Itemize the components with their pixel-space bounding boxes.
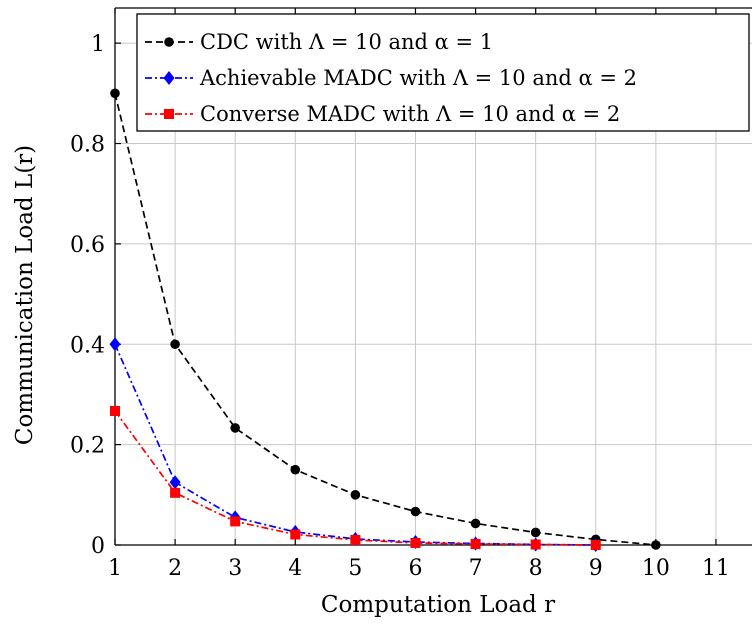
x-tick-label: 9 — [589, 556, 603, 581]
x-tick-label: 11 — [702, 556, 730, 581]
data-point — [230, 423, 240, 433]
legend-entry: CDC with Λ = 10 and α = 1 — [145, 30, 493, 54]
data-point — [590, 540, 601, 550]
x-tick-label: 2 — [168, 556, 182, 581]
series-3 — [110, 406, 601, 550]
data-point — [170, 487, 181, 498]
data-point — [530, 527, 541, 538]
x-axis-label-text: Computation Load r — [321, 592, 555, 618]
y-tick-label: 0 — [91, 534, 105, 559]
legend-entry: Achievable MADC with Λ = 10 and α = 2 — [145, 66, 637, 90]
data-point — [530, 539, 541, 550]
data-point — [290, 464, 301, 475]
series-layer — [109, 88, 661, 552]
legend-marker — [163, 71, 175, 85]
data-point — [109, 337, 121, 352]
legend-marker — [164, 109, 174, 119]
data-point — [410, 537, 421, 548]
x-tick-label: 1 — [108, 556, 122, 581]
x-tick-label: 5 — [348, 556, 362, 581]
y-tick-label: 0.6 — [70, 233, 105, 258]
legend-label: Achievable MADC with Λ = 10 and α = 2 — [199, 66, 637, 90]
y-axis-label: Communication Load L(r) — [12, 145, 38, 445]
y-tick-label: 0.4 — [70, 333, 105, 358]
legend: CDC with Λ = 10 and α = 1 Achievable MADC… — [136, 13, 750, 132]
x-tick-label: 4 — [288, 556, 302, 581]
legend-marker — [164, 37, 174, 47]
x-tick-label: 7 — [469, 556, 483, 581]
data-point — [230, 516, 241, 527]
data-point — [470, 538, 481, 549]
x-axis-label: Computation Load r — [321, 592, 555, 618]
series-line — [114, 93, 656, 546]
legend-label: CDC with Λ = 10 and α = 1 — [200, 30, 493, 54]
y-axis-label-text: Communication Load L(r) — [12, 145, 38, 445]
y-tick-label: 0.8 — [70, 133, 105, 158]
tick-labels: 1 2 3 4 5 6 7 8 9 10 11 0 0.2 0.4 0.6 0.8 1 — [70, 32, 730, 581]
data-point — [170, 339, 180, 350]
y-tick-label: 0.2 — [70, 434, 105, 459]
y-tick-label: 1 — [91, 32, 105, 57]
data-point — [169, 475, 181, 490]
x-tick-label: 6 — [408, 556, 422, 581]
data-point — [470, 518, 481, 529]
legend-entry: Converse MADC with Λ = 10 and α = 2 — [145, 102, 620, 126]
data-point — [350, 490, 361, 500]
data-point — [410, 506, 421, 517]
data-point — [651, 540, 661, 550]
data-point — [290, 529, 301, 540]
x-tick-label: 8 — [529, 556, 543, 581]
x-tick-label: 10 — [642, 556, 670, 581]
x-tick-label: 3 — [228, 556, 242, 581]
legend-box — [136, 13, 750, 132]
series-1 — [110, 88, 661, 550]
data-point — [350, 534, 361, 545]
legend-label: Converse MADC with Λ = 10 and α = 2 — [200, 102, 620, 126]
data-point — [110, 406, 120, 417]
data-point — [110, 88, 120, 99]
